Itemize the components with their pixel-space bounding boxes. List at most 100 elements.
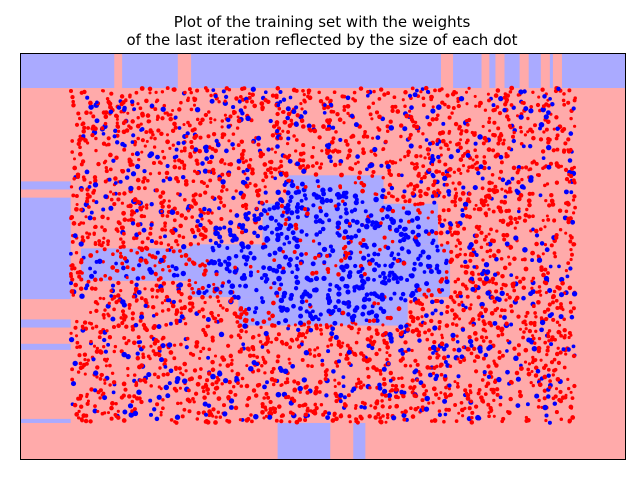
point-red: [542, 374, 548, 380]
point-red: [178, 386, 182, 390]
point-red: [459, 138, 463, 142]
point-red: [168, 269, 172, 273]
point-red: [545, 119, 551, 125]
point-blue: [118, 179, 123, 184]
point-red: [266, 212, 270, 216]
point-red: [296, 334, 301, 338]
point-red: [361, 147, 365, 152]
point-red: [262, 416, 266, 420]
point-blue: [447, 383, 452, 388]
point-red: [487, 232, 491, 236]
point-blue: [429, 229, 435, 234]
point-blue: [209, 154, 215, 160]
point-blue: [389, 253, 394, 258]
point-red: [201, 389, 206, 394]
point-red: [314, 385, 319, 391]
point-red: [102, 228, 107, 233]
point-red: [392, 95, 397, 100]
point-blue: [337, 232, 342, 238]
point-blue: [210, 245, 215, 250]
point-blue: [215, 142, 221, 148]
point-blue: [345, 289, 351, 295]
point-red: [103, 121, 108, 126]
point-blue: [111, 158, 116, 163]
point-red: [376, 301, 380, 306]
point-red: [486, 92, 490, 96]
point-red: [369, 404, 373, 408]
point-blue: [135, 276, 141, 281]
point-red: [445, 93, 450, 98]
point-red: [471, 323, 475, 327]
point-blue: [231, 195, 236, 201]
point-red: [512, 288, 517, 293]
point-red: [121, 210, 126, 216]
point-blue: [516, 209, 521, 214]
axes-frame: [20, 53, 626, 460]
point-red: [192, 169, 197, 173]
point-red: [563, 333, 567, 337]
point-red: [280, 413, 285, 418]
point-blue: [496, 376, 502, 383]
point-red: [378, 247, 382, 252]
point-blue: [304, 233, 309, 237]
point-red: [447, 131, 451, 135]
point-blue: [139, 128, 143, 132]
point-red: [572, 211, 576, 215]
point-red: [151, 305, 156, 310]
point-red: [177, 166, 182, 170]
point-blue: [303, 350, 310, 356]
point-blue: [494, 256, 499, 262]
point-red: [442, 419, 446, 424]
point-red: [443, 218, 447, 222]
point-red: [465, 138, 470, 143]
point-red: [270, 175, 274, 179]
point-blue: [176, 283, 181, 288]
point-blue: [276, 222, 281, 227]
point-red: [502, 265, 508, 271]
point-blue: [546, 394, 551, 399]
point-blue: [552, 401, 558, 406]
point-red: [330, 149, 336, 154]
point-red: [281, 109, 286, 115]
point-red: [139, 311, 144, 316]
point-blue: [439, 311, 444, 316]
point-blue: [375, 135, 381, 141]
point-red: [457, 290, 463, 296]
point-blue: [163, 234, 167, 239]
point-red: [277, 404, 282, 409]
point-red: [298, 261, 303, 266]
point-red: [383, 393, 388, 398]
point-red: [396, 306, 402, 312]
point-red: [459, 131, 463, 136]
point-blue: [299, 229, 305, 234]
point-red: [131, 163, 135, 167]
point-blue: [344, 284, 350, 289]
point-blue: [285, 190, 291, 196]
point-red: [158, 276, 163, 281]
point-red: [236, 115, 240, 119]
point-blue: [425, 89, 431, 94]
point-blue: [93, 270, 97, 275]
point-red: [145, 139, 149, 143]
point-red: [278, 136, 283, 141]
point-red: [279, 339, 284, 345]
point-blue: [509, 322, 514, 327]
point-blue: [141, 227, 147, 233]
point-red: [460, 264, 464, 268]
point-red: [319, 332, 324, 336]
point-red: [385, 357, 389, 362]
point-blue: [217, 206, 221, 211]
point-red: [410, 378, 415, 383]
point-red: [470, 416, 474, 420]
point-red: [179, 213, 185, 218]
point-red: [531, 90, 535, 94]
point-blue: [275, 189, 281, 195]
point-red: [465, 102, 469, 106]
point-red: [437, 214, 442, 219]
point-blue: [298, 313, 304, 319]
point-red: [127, 394, 132, 399]
point-red: [481, 124, 485, 129]
point-red: [530, 250, 535, 256]
point-red: [129, 217, 134, 223]
